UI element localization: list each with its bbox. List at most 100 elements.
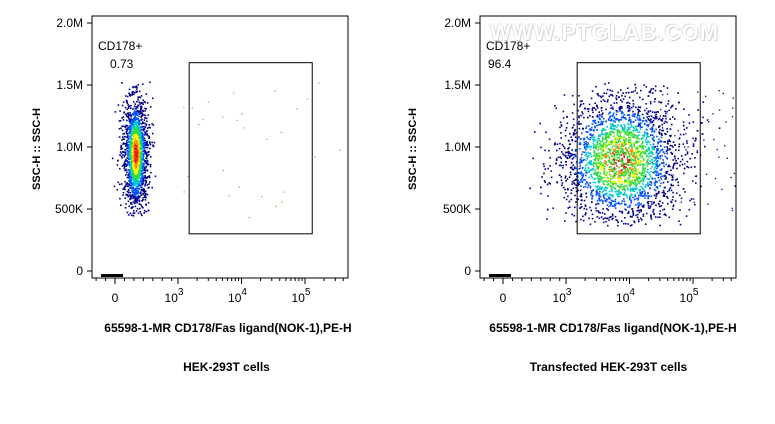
event-dot [125, 124, 127, 127]
event-dot [139, 129, 141, 132]
event-dot [133, 170, 136, 173]
event-dot [618, 137, 621, 140]
event-dot [629, 168, 631, 170]
event-dot [621, 143, 623, 146]
event-dot [658, 118, 660, 121]
event-dot [685, 132, 687, 135]
event-dot [144, 192, 147, 195]
event-dot [134, 103, 136, 105]
event-dot [145, 130, 148, 133]
event-dot [570, 166, 573, 169]
event-dot [669, 134, 671, 137]
event-dot [584, 183, 587, 185]
event-dot [605, 194, 608, 196]
event-dot [126, 190, 129, 193]
event-dot [657, 149, 659, 151]
event-dot [670, 169, 672, 171]
gate-rect-left[interactable] [188, 62, 313, 235]
y-tick-label: 2.0M [444, 16, 471, 30]
event-dot [142, 199, 144, 201]
event-dot [126, 119, 128, 122]
event-dot [122, 142, 125, 144]
event-dot [557, 156, 560, 159]
event-dot [655, 162, 657, 165]
event-dot [619, 193, 621, 196]
event-dot [131, 153, 134, 156]
event-dot [133, 138, 135, 140]
event-dot [624, 131, 627, 134]
event-dot [125, 132, 128, 135]
event-dot [669, 144, 672, 147]
event-dot [653, 147, 655, 149]
event-dot [143, 142, 146, 144]
event-dot [647, 192, 649, 194]
event-dot [126, 139, 129, 142]
event-dot [141, 161, 143, 164]
event-dot [133, 125, 135, 128]
event-dot [608, 219, 610, 221]
event-dot [642, 188, 645, 190]
event-dot [628, 114, 630, 116]
event-dot [602, 208, 604, 210]
event-dot [671, 145, 673, 147]
event-dot [586, 155, 589, 158]
event-dot [643, 131, 646, 133]
event-dot [624, 117, 626, 119]
event-dot [656, 154, 659, 157]
event-dot [613, 164, 616, 166]
event-dot [660, 205, 663, 207]
event-dot [121, 117, 123, 119]
event-dot [640, 150, 642, 152]
event-dot [222, 170, 224, 172]
event-dot [589, 187, 592, 189]
event-dot [134, 107, 136, 110]
event-dot [591, 134, 593, 137]
event-dot [627, 212, 630, 214]
event-dot [641, 155, 644, 157]
event-dot [136, 177, 139, 179]
event-dot [647, 178, 650, 180]
event-dot [602, 153, 605, 156]
event-dot [130, 157, 132, 159]
event-dot [654, 180, 657, 182]
event-dot [139, 145, 141, 148]
event-dot [582, 215, 584, 218]
event-dot [137, 152, 140, 155]
event-dot [561, 182, 564, 184]
event-dot [607, 134, 610, 137]
event-dot [632, 115, 635, 117]
event-dot [591, 90, 594, 92]
event-dot [573, 183, 576, 185]
event-dot [638, 150, 641, 153]
event-dot [608, 159, 610, 162]
event-dot [143, 151, 146, 153]
event-dot [598, 179, 600, 181]
event-dot [586, 151, 588, 154]
event-dot [124, 148, 126, 151]
event-dot [611, 94, 613, 96]
event-dot [584, 204, 587, 206]
event-dot [146, 143, 148, 145]
event-dot [574, 194, 576, 197]
event-dot [610, 104, 612, 107]
event-dot [606, 136, 609, 138]
event-dot [580, 159, 583, 161]
event-dot [628, 141, 631, 144]
event-dot [137, 185, 139, 188]
event-dot [558, 147, 561, 150]
event-dot [147, 154, 150, 156]
event-dot [595, 209, 598, 212]
event-dot [238, 186, 240, 188]
event-dot [570, 192, 573, 195]
event-dot [142, 175, 144, 177]
event-dot [123, 135, 126, 138]
event-dot [628, 185, 631, 187]
event-dot [653, 130, 656, 132]
event-dot [597, 157, 599, 159]
event-dot [141, 183, 144, 186]
event-dot [581, 180, 583, 183]
event-dot [130, 184, 132, 187]
gate-rect-right[interactable] [576, 62, 701, 235]
event-dot [611, 122, 614, 125]
event-dot [644, 223, 647, 225]
